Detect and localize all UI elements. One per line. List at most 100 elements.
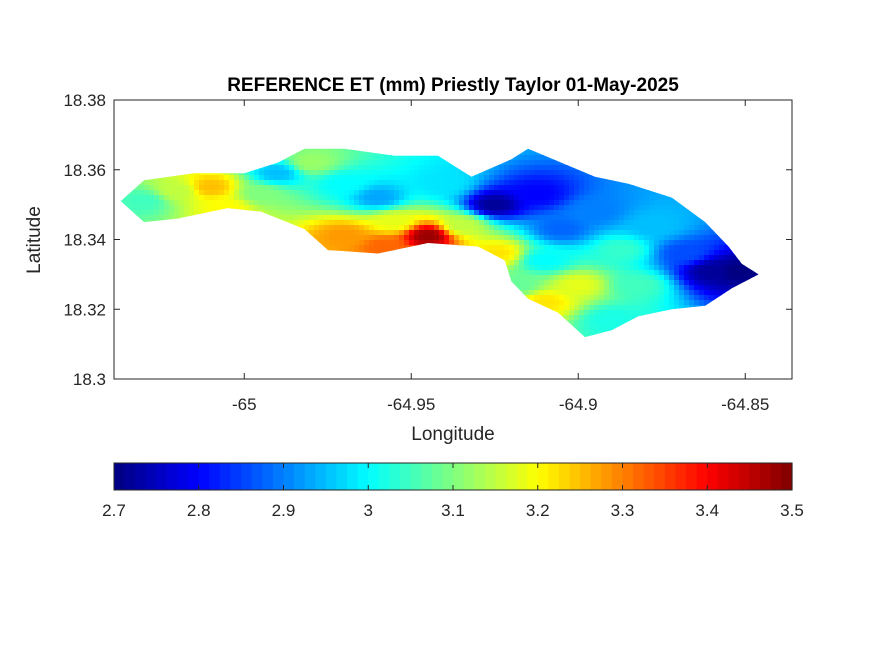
heat-cell — [384, 160, 390, 166]
heat-cell — [384, 165, 390, 171]
heat-cell — [429, 160, 435, 166]
heat-cell — [374, 175, 380, 181]
heat-cell — [179, 210, 185, 216]
heat-cell — [549, 300, 555, 306]
heat-cell — [254, 175, 260, 181]
heat-cell — [554, 265, 560, 271]
heat-cell — [479, 205, 485, 211]
heat-cell — [379, 220, 385, 226]
heat-cell — [324, 180, 330, 186]
heat-cell — [334, 215, 340, 221]
heat-cell — [439, 230, 445, 236]
heat-cell — [294, 210, 300, 216]
heat-cell — [309, 190, 315, 196]
heat-cell — [419, 195, 425, 201]
heat-cell — [179, 205, 185, 211]
heat-cell — [504, 240, 510, 246]
heat-cell — [139, 210, 145, 216]
heat-cell — [319, 150, 325, 156]
heat-cell — [479, 245, 485, 251]
heat-cell — [289, 185, 295, 191]
heat-cell — [524, 250, 530, 256]
heat-cell — [519, 270, 525, 276]
heat-cell — [419, 230, 425, 236]
heat-cell — [199, 205, 205, 211]
heat-cell — [499, 200, 505, 206]
heat-cell — [364, 180, 370, 186]
heat-cell — [539, 275, 545, 281]
heat-cell — [554, 305, 560, 311]
heat-cell — [169, 180, 175, 186]
heat-cell — [349, 210, 355, 216]
heat-cell — [334, 200, 340, 206]
heat-cell — [314, 205, 320, 211]
heat-cell — [524, 225, 530, 231]
heat-cell — [499, 210, 505, 216]
heat-cell — [524, 285, 530, 291]
heat-cell — [399, 230, 405, 236]
heat-cell — [329, 225, 335, 231]
heat-cell — [414, 210, 420, 216]
heat-cell — [539, 260, 545, 266]
heat-cell — [384, 205, 390, 211]
heat-cell — [524, 215, 530, 221]
heat-cell — [374, 210, 380, 216]
heat-cell — [359, 150, 365, 156]
heat-cell — [514, 220, 520, 226]
heat-cell — [384, 210, 390, 216]
heat-cell — [209, 195, 215, 201]
heat-cell — [484, 185, 490, 191]
heat-cell — [369, 200, 375, 206]
heat-cell — [159, 200, 165, 206]
heat-cell — [329, 190, 335, 196]
heat-cell — [549, 240, 555, 246]
heat-cell — [339, 200, 345, 206]
heat-cell — [544, 255, 550, 261]
heat-cell — [339, 170, 345, 176]
heat-cell — [309, 210, 315, 216]
heat-cell — [494, 210, 500, 216]
heat-cell — [519, 200, 525, 206]
heat-cell — [329, 165, 335, 171]
heat-cell — [429, 210, 435, 216]
heat-cell — [429, 205, 435, 211]
heat-cell — [459, 230, 465, 236]
heat-cell — [399, 200, 405, 206]
heat-cell — [414, 155, 420, 161]
heat-cell — [549, 260, 555, 266]
heat-cell — [439, 180, 445, 186]
heat-cell — [214, 190, 220, 196]
heat-cell — [449, 235, 455, 241]
heat-cell — [479, 200, 485, 206]
heat-cell — [509, 250, 515, 256]
heat-cell — [399, 235, 405, 241]
heat-cell — [479, 230, 485, 236]
heat-cell — [299, 160, 305, 166]
heat-cell — [514, 260, 520, 266]
heat-cell — [504, 225, 510, 231]
heat-cell — [344, 190, 350, 196]
heat-cell — [434, 240, 440, 246]
heat-cell — [494, 195, 500, 201]
heat-cell — [294, 220, 300, 226]
heat-cell — [394, 235, 400, 241]
heat-cell — [194, 205, 200, 211]
heat-cell — [524, 270, 530, 276]
heat-cell — [539, 255, 545, 261]
heat-cell — [384, 225, 390, 231]
heat-cell — [264, 185, 270, 191]
heat-cell — [534, 155, 540, 161]
heat-cell — [309, 225, 315, 231]
heat-cell — [339, 155, 345, 161]
heat-cell — [449, 220, 455, 226]
heat-cell — [184, 200, 190, 206]
heat-cell — [314, 165, 320, 171]
heat-cell — [549, 235, 555, 241]
heat-cell — [254, 200, 260, 206]
heat-cell — [374, 200, 380, 206]
heat-cell — [174, 195, 180, 201]
heat-cell — [474, 195, 480, 201]
heat-cell — [504, 200, 510, 206]
heat-cell — [404, 215, 410, 221]
heat-cell — [304, 220, 310, 226]
